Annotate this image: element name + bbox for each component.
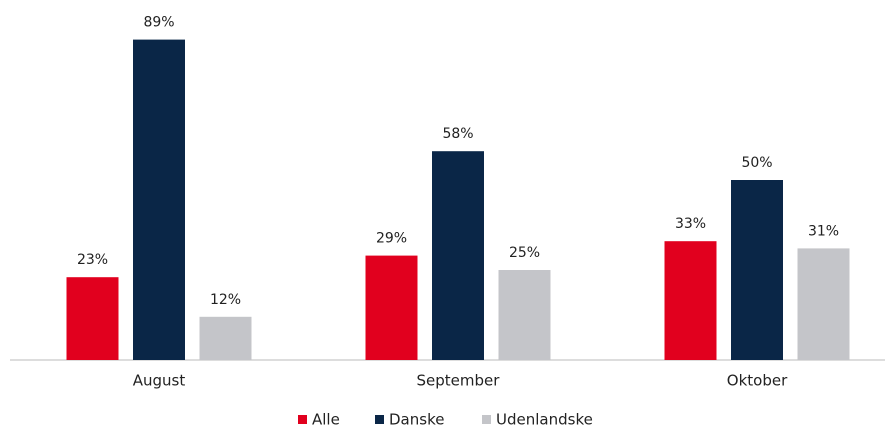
x-tick-label: August xyxy=(133,372,186,390)
value-label: 29% xyxy=(376,231,407,247)
value-label: 31% xyxy=(808,223,839,239)
value-label: 23% xyxy=(77,252,108,268)
value-label: 89% xyxy=(143,15,174,31)
bar xyxy=(797,248,850,360)
legend-label: Udenlandske xyxy=(496,411,593,428)
bar xyxy=(432,151,484,360)
bar xyxy=(365,255,418,360)
value-label: 25% xyxy=(509,245,540,261)
legend-label: Danske xyxy=(389,411,444,428)
bar xyxy=(731,180,783,360)
legend-swatch xyxy=(482,415,491,424)
legend-swatch xyxy=(298,415,307,424)
bar xyxy=(199,316,252,360)
bar xyxy=(664,241,717,360)
value-label: 50% xyxy=(741,155,772,171)
legend-label: Alle xyxy=(312,411,340,428)
value-label: 33% xyxy=(675,216,706,232)
value-label: 12% xyxy=(210,292,241,308)
x-tick-label: September xyxy=(417,372,501,390)
value-label: 58% xyxy=(442,126,473,142)
x-tick-label: Oktober xyxy=(727,372,788,390)
bar xyxy=(498,270,551,360)
bar xyxy=(66,277,119,360)
bar xyxy=(133,39,185,360)
legend-swatch xyxy=(375,415,384,424)
